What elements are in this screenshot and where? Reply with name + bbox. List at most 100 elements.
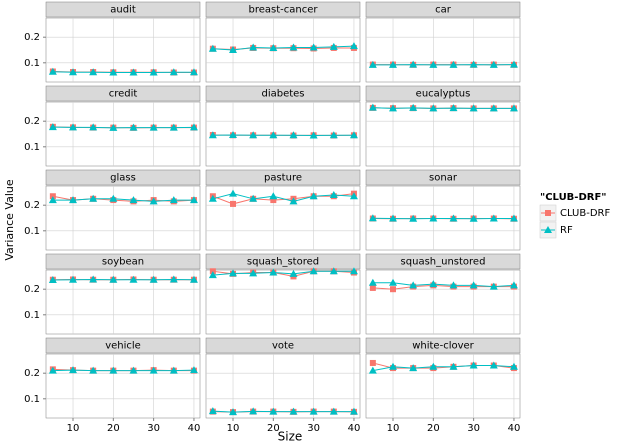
marker: [429, 362, 438, 370]
marker: [48, 366, 57, 374]
y-tick-label: 0.1: [24, 310, 40, 321]
marker: [208, 44, 217, 52]
strip: [365, 253, 521, 270]
panel: [45, 101, 201, 167]
strip: [45, 85, 201, 102]
legend-label: CLUB-DRF: [560, 208, 610, 219]
marker: [208, 271, 217, 279]
marker: [169, 68, 178, 76]
marker: [48, 196, 57, 204]
marker: [249, 43, 258, 51]
marker: [169, 123, 178, 131]
strip-label: squash_unstored: [401, 257, 486, 268]
y-tick-label: 0.2: [24, 368, 40, 379]
strip-label: white-clover: [412, 341, 474, 352]
marker: [269, 131, 278, 139]
marker: [368, 278, 377, 286]
x-tick-label: 30: [467, 423, 480, 434]
x-tick-label: 20: [107, 423, 120, 434]
marker: [389, 60, 398, 68]
marker: [189, 196, 198, 204]
panel: [205, 101, 361, 167]
marker: [309, 267, 318, 275]
strip-label: pasture: [264, 173, 302, 184]
marker: [409, 364, 418, 372]
marker: [69, 196, 78, 204]
marker: [429, 104, 438, 112]
x-tick-label: 30: [307, 423, 320, 434]
marker: [389, 214, 398, 222]
marker: [270, 197, 277, 204]
marker: [429, 60, 438, 68]
panel: [365, 269, 521, 335]
marker: [509, 214, 518, 222]
series-line: [372, 282, 514, 288]
marker: [109, 68, 118, 76]
marker: [368, 103, 377, 111]
marker: [229, 46, 238, 53]
marker: [289, 131, 298, 139]
marker: [329, 42, 338, 50]
y-tick-label: 0.1: [24, 142, 40, 153]
strip-label: breast-cancer: [249, 5, 319, 16]
marker: [269, 407, 278, 415]
marker: [368, 214, 377, 222]
strip: [45, 169, 201, 186]
series-line: [52, 278, 194, 281]
marker: [149, 123, 158, 131]
marker: [89, 366, 98, 374]
marker: [289, 43, 298, 51]
marker: [69, 68, 78, 76]
marker: [489, 361, 498, 369]
x-tick-label: 40: [508, 423, 521, 434]
marker: [309, 192, 318, 200]
marker: [289, 197, 298, 205]
marker: [469, 214, 478, 222]
marker: [149, 68, 158, 76]
marker: [169, 196, 178, 204]
marker: [229, 131, 238, 139]
series-line: [52, 71, 194, 74]
strip: [365, 169, 521, 186]
marker: [449, 362, 458, 370]
marker: [329, 407, 338, 415]
marker: [349, 42, 358, 50]
marker: [48, 67, 57, 75]
strip: [365, 85, 521, 102]
marker: [229, 408, 238, 416]
panel: [365, 353, 521, 419]
marker: [449, 104, 458, 112]
strip: [205, 85, 361, 102]
strip-label: credit: [109, 89, 138, 100]
strip: [45, 253, 201, 270]
marker: [89, 68, 98, 76]
series-line: [372, 107, 514, 109]
legend-marker: [545, 210, 551, 216]
marker: [208, 194, 217, 202]
marker: [69, 366, 78, 374]
marker: [429, 214, 438, 222]
marker: [389, 278, 398, 286]
marker: [369, 284, 376, 291]
x-tick-label: 10: [387, 423, 400, 434]
marker: [269, 43, 278, 51]
marker: [449, 281, 458, 289]
marker: [349, 192, 358, 200]
marker: [169, 366, 178, 374]
panel: [205, 269, 361, 335]
series-line: [212, 410, 354, 413]
strip-label: vote: [272, 341, 294, 352]
marker: [390, 286, 397, 293]
marker: [368, 60, 377, 68]
marker: [89, 123, 98, 131]
marker: [349, 267, 358, 275]
marker: [129, 68, 138, 76]
y-tick-label: 0.2: [24, 116, 40, 127]
marker: [509, 362, 518, 370]
strip: [205, 337, 361, 354]
marker: [129, 366, 138, 374]
strip-label: car: [435, 5, 452, 16]
marker: [449, 60, 458, 68]
marker: [109, 194, 118, 202]
